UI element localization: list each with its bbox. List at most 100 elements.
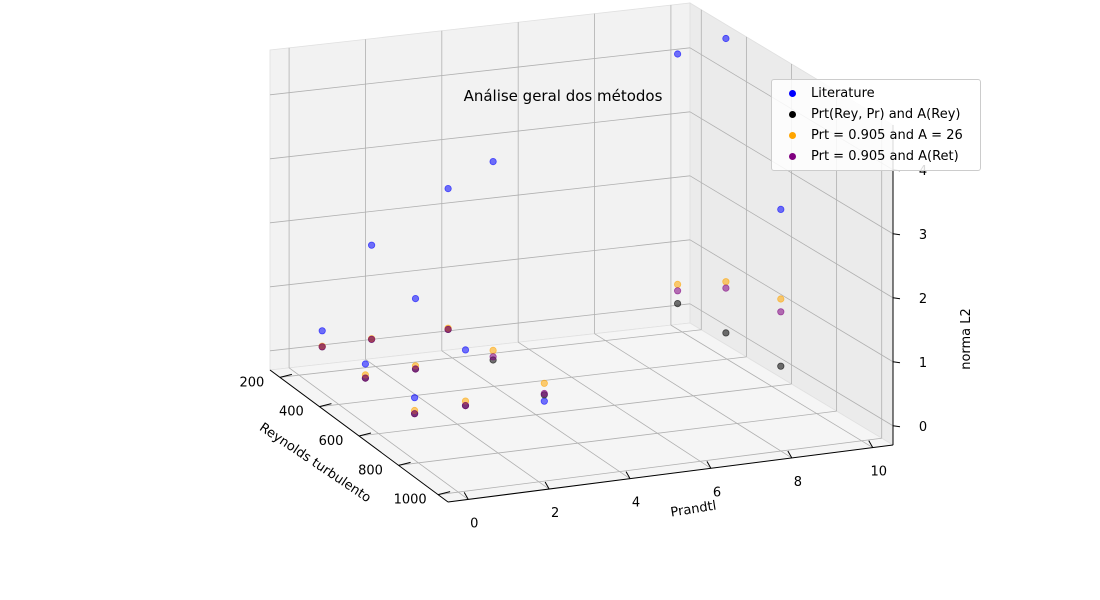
data-point-series-3	[367, 335, 376, 343]
z-tick-mark	[892, 297, 901, 300]
grid-line-z	[269, 239, 691, 288]
y-tick-label: 4	[632, 496, 640, 511]
legend-label: Prt = 0.905 and A(Ret)	[811, 149, 959, 164]
x-tick-mark	[279, 373, 293, 378]
data-point-series-0	[540, 397, 548, 405]
data-point-series-2	[722, 278, 730, 286]
data-point-series-3	[361, 374, 369, 382]
grid-line-y	[441, 350, 631, 480]
data-point-series-1	[722, 329, 730, 337]
y-tick-mark	[787, 450, 793, 459]
grid-line-x	[398, 410, 837, 466]
y-tick-mark	[463, 492, 469, 500]
data-point-series-3	[673, 287, 682, 295]
data-point-series-2	[673, 280, 682, 288]
data-point-series-3	[489, 353, 497, 361]
legend-item: Prt = 0.905 and A(Ret)	[780, 146, 974, 167]
data-point-series-3	[461, 401, 470, 410]
legend-item: Literature	[780, 83, 974, 104]
grid-line-z	[269, 47, 691, 96]
x-tick-mark	[358, 432, 372, 437]
data-point-series-3	[777, 308, 785, 316]
data-point-series-3	[444, 325, 452, 333]
y-tick-label: 8	[794, 475, 802, 490]
grid-line-y	[365, 358, 550, 490]
z-tick-label: 1	[919, 356, 927, 371]
chart-legend: Literature Prt(Rey, Pr) and A(Rey) Prt = 0…	[771, 79, 981, 171]
z-tick-label: 0	[919, 420, 927, 435]
x-tick-label: 1000	[394, 493, 427, 508]
legend-item: Prt(Rey, Pr) and A(Rey)	[780, 104, 974, 125]
data-point-series-0	[411, 294, 420, 303]
legend-label: Prt = 0.905 and A = 26	[811, 128, 963, 143]
data-point-series-0	[673, 50, 682, 58]
legend-marker	[789, 90, 796, 97]
y-tick-label: 0	[470, 516, 478, 531]
y-axis-label: Prandtl	[670, 499, 718, 521]
data-point-series-1	[673, 299, 682, 308]
data-point-series-2	[489, 346, 497, 354]
legend-marker	[789, 132, 796, 139]
grid-line-x	[319, 356, 747, 408]
z-tick-mark	[892, 233, 901, 236]
y-tick-label: 2	[551, 506, 559, 521]
grid-line-z	[689, 303, 894, 427]
y-tick-label: 6	[713, 485, 721, 500]
data-point-series-0	[410, 394, 419, 402]
legend-label: Literature	[811, 86, 875, 101]
data-point-series-0	[489, 158, 497, 166]
grid-line-z	[269, 111, 691, 160]
y-axis-line	[447, 444, 894, 503]
data-point-series-2	[540, 379, 548, 387]
x-tick-mark	[319, 403, 332, 408]
grid-line-z	[269, 175, 691, 224]
data-point-series-0	[361, 360, 369, 368]
legend-item: Prt = 0.905 and A = 26	[780, 125, 974, 146]
y-tick-mark	[868, 440, 874, 448]
data-point-series-2	[777, 295, 785, 303]
back-pane	[269, 2, 691, 371]
data-points	[318, 34, 785, 418]
z-tick-label: 2	[919, 292, 927, 307]
data-point-series-0	[318, 327, 326, 335]
chart-title: Análise geral dos métodos	[464, 87, 663, 105]
z-axis-label: norma L2	[959, 308, 974, 370]
x-tick-label: 200	[239, 375, 264, 390]
data-point-series-0	[461, 346, 470, 354]
y-tick-mark	[544, 481, 550, 490]
data-point-series-3	[318, 343, 326, 351]
grid-line-x	[438, 437, 882, 496]
x-tick-mark	[437, 491, 451, 496]
z-tick-mark	[892, 361, 901, 364]
grid-line-y	[288, 367, 469, 500]
z-tick-label: 3	[919, 228, 927, 243]
legend-marker	[789, 111, 796, 118]
data-point-series-1	[777, 362, 785, 370]
data-point-series-0	[367, 241, 376, 249]
legend-marker	[789, 153, 796, 160]
data-point-series-3	[411, 365, 420, 373]
data-point-series-0	[444, 185, 452, 193]
grid-line-x	[358, 383, 792, 437]
legend-label: Prt(Rey, Pr) and A(Rey)	[811, 107, 961, 122]
x-tick-label: 600	[319, 434, 344, 449]
grid-line-y	[517, 341, 712, 469]
grid-line-z	[689, 239, 894, 363]
tick-labels: 200 400 600 800 1000 0 2 4 6 8 10 0 1 2 3 4	[239, 164, 927, 532]
grid-line-y	[670, 324, 873, 448]
x-tick-label: 800	[358, 463, 383, 478]
y-tick-mark	[625, 471, 631, 479]
data-point-series-0	[722, 34, 730, 43]
grid-line-z	[689, 111, 894, 235]
x-tick-label: 400	[279, 405, 304, 420]
data-point-series-3	[722, 284, 730, 292]
grid-line-y	[594, 333, 793, 459]
x-tick-mark	[398, 461, 411, 466]
z-tick-label: 4	[919, 164, 927, 179]
y-tick-label: 10	[870, 465, 887, 480]
grid-line-x	[279, 329, 702, 378]
grid-line-z	[689, 175, 894, 299]
z-tick-mark	[892, 425, 901, 428]
